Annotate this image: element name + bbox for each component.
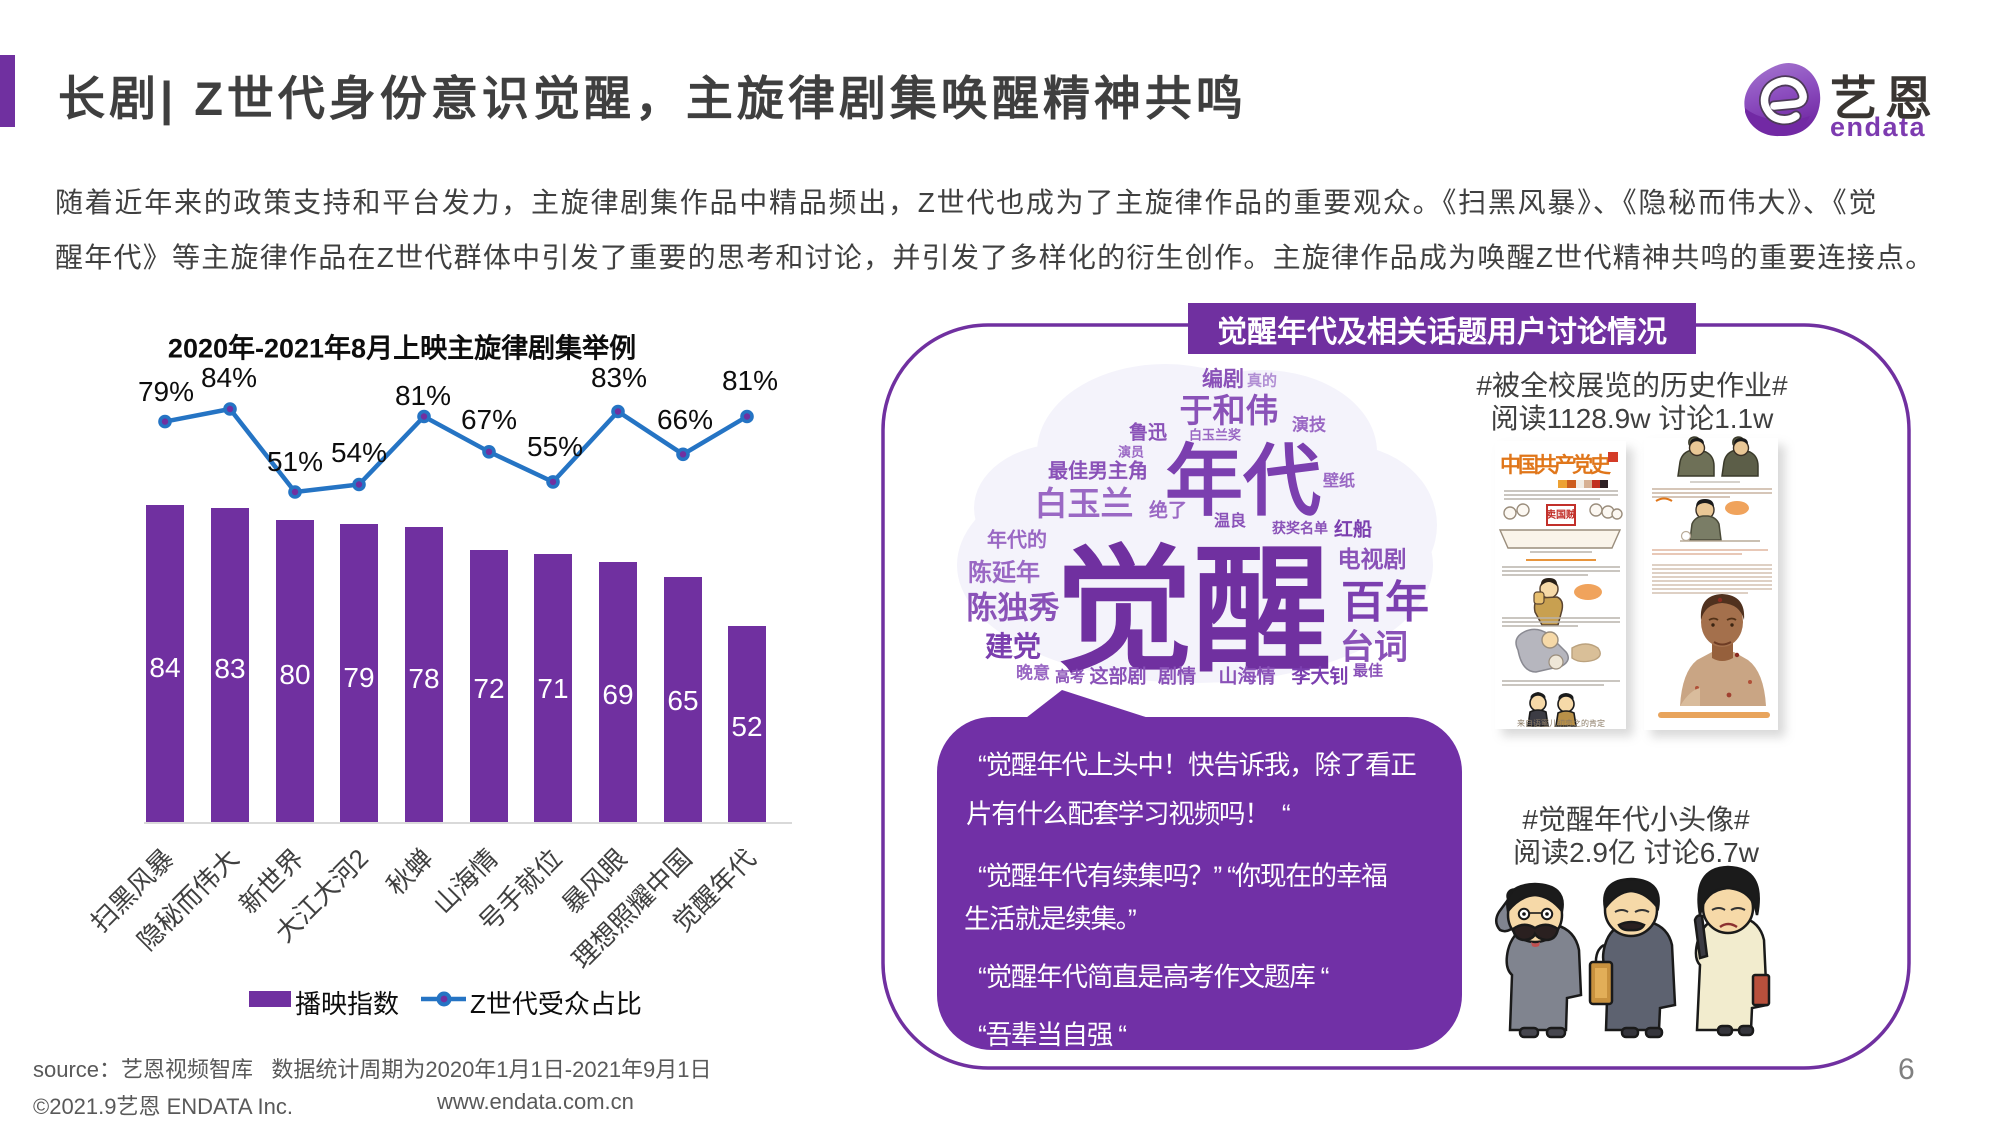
svg-text:中国共产党史: 中国共产党史 [1500,453,1612,477]
svg-text:卖国贼: 卖国贼 [1546,508,1576,521]
svg-text:来自语蜜儿初恋之的肯定: 来自语蜜儿初恋之的肯定 [1517,718,1605,728]
